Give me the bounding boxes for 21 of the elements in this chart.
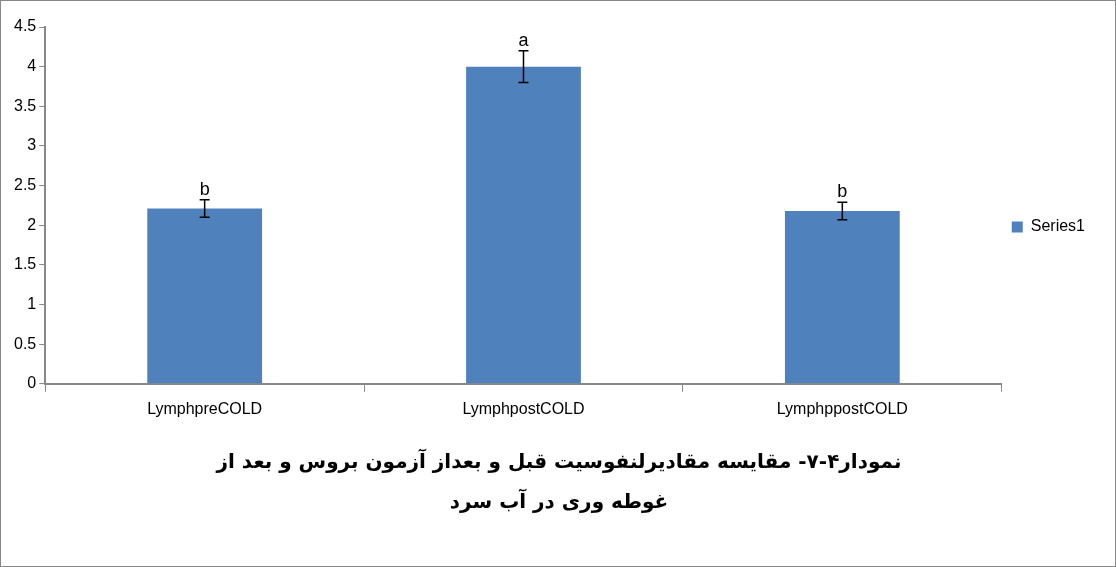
y-tick-label: 3 bbox=[27, 136, 37, 154]
x-tick-label: LymphppostCOLD bbox=[776, 399, 908, 417]
annotation: b bbox=[199, 178, 210, 199]
x-tick-label: LymphpostCOLD bbox=[462, 399, 585, 417]
y-tick-label: 0 bbox=[27, 374, 37, 392]
bar bbox=[784, 210, 900, 384]
text: نمودار۴-۷- مقایسه مقادیرلنفوسیت قبل و بعداز آزمون بروس و بعد از غوطه وری در آب سرد bbox=[214, 448, 903, 515]
bar bbox=[466, 66, 581, 384]
x-tick-label: LymphpreCOLD bbox=[147, 399, 263, 417]
y-tick-label: 2.5 bbox=[13, 175, 37, 193]
annotation: b bbox=[837, 181, 848, 202]
y-tick-label: 2 bbox=[27, 215, 37, 233]
y-tick-label: 1.5 bbox=[13, 255, 37, 273]
annotation: a bbox=[518, 29, 530, 50]
y-tick-label: 4 bbox=[27, 57, 37, 75]
y-tick-label: 0.5 bbox=[13, 334, 37, 352]
bar bbox=[147, 208, 263, 384]
y-tick-label: 1 bbox=[27, 294, 37, 312]
y-tick-label: 3.5 bbox=[13, 96, 37, 114]
legend-label: Series1 bbox=[1030, 217, 1086, 235]
y-tick-label: 4.5 bbox=[13, 17, 37, 35]
